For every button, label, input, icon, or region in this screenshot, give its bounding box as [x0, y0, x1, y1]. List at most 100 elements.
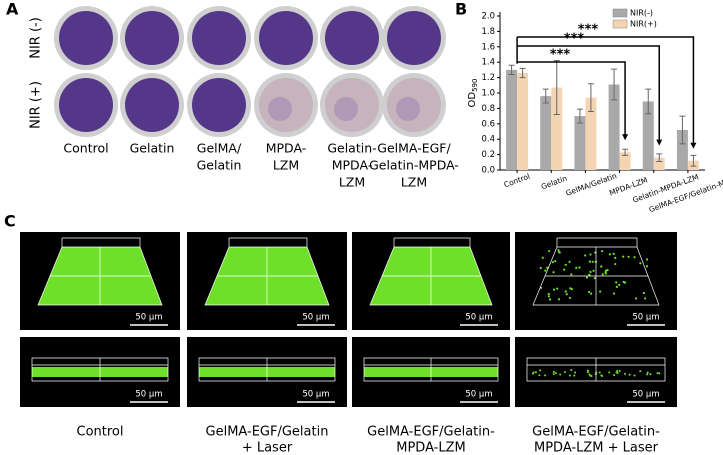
arrow-head	[690, 142, 697, 149]
scale-bar-label: 50 μm	[135, 313, 162, 323]
fluorescence-dot	[612, 292, 616, 295]
box-outline	[198, 357, 336, 382]
bar	[540, 96, 552, 170]
fluorescence-dot	[589, 270, 592, 274]
fluorescence-dot	[628, 373, 631, 376]
fluorescence-dot	[615, 281, 618, 284]
fluorescence-dot	[587, 273, 591, 276]
fluorescence-dot	[547, 292, 550, 296]
fluorescence-dot	[586, 371, 589, 374]
fluorescence-dot	[564, 263, 567, 266]
legend-label: NIR(+)	[630, 20, 657, 29]
fluorescence-dot	[544, 269, 547, 272]
box-outline	[37, 237, 163, 306]
y-tick-label: 0.6	[481, 119, 495, 129]
fluorescence-dot	[554, 260, 557, 263]
dish-stain	[325, 11, 379, 65]
y-tick-label: 2.0	[481, 12, 495, 22]
legend-swatch	[612, 19, 628, 29]
fluorescence-dot	[590, 374, 593, 377]
fluorescence-dot	[588, 290, 591, 294]
column-label: MPDA-LZM	[396, 441, 466, 455]
dish-stain	[59, 11, 113, 65]
bar	[551, 87, 563, 170]
fluorescence-dot	[618, 370, 621, 373]
panel-label: B	[455, 0, 467, 19]
fluorescence-dot	[639, 370, 642, 373]
fluorescence-dot	[552, 271, 555, 274]
fluorescence-dot	[552, 372, 555, 375]
bar	[506, 69, 518, 170]
fluorescence-dot	[589, 253, 592, 256]
error-bar	[656, 153, 663, 163]
dish-patch	[334, 97, 358, 121]
fluorescence-dot	[547, 295, 551, 298]
scale-bar-label: 50 μm	[302, 390, 329, 400]
fluorescence-dot	[539, 369, 542, 372]
dish-stain	[387, 11, 441, 65]
fluorescence-dot	[608, 371, 611, 374]
fluorescence-dot	[541, 256, 544, 259]
scale-bar-label: 50 μm	[632, 390, 659, 400]
column-label: Control	[77, 425, 124, 440]
column-label: Gelatin-	[327, 141, 376, 156]
error-bar	[587, 83, 594, 112]
bracket	[517, 36, 695, 147]
dish-stain	[192, 11, 246, 65]
fluorescence-dot	[613, 373, 616, 376]
column-label: GelMA-EGF/Gelatin-	[532, 425, 660, 440]
fluorescence-dot	[557, 298, 561, 301]
column-label: GelMA-EGF/Gelatin	[206, 425, 329, 440]
fluorescence-dot	[557, 248, 560, 252]
dish-stain	[125, 11, 179, 65]
column-label: LZM	[273, 158, 299, 173]
bar	[574, 116, 586, 170]
error-bar	[690, 154, 697, 167]
fluorescence-dot	[532, 371, 535, 374]
fluorescence-dot	[564, 290, 567, 293]
significance: ***	[578, 23, 599, 38]
significance: ***	[550, 48, 571, 63]
error-bar	[508, 64, 515, 76]
bar	[653, 157, 665, 170]
fluorescence-dot	[548, 298, 552, 301]
dish-stain	[125, 78, 179, 132]
fluorescence-dot	[601, 374, 604, 377]
fluorescence-dot	[646, 371, 649, 374]
column-label: GelMA-EGF/	[377, 141, 451, 156]
dish-patch	[396, 97, 420, 121]
scale-bar-label: 50 μm	[632, 313, 659, 323]
fluorescence-dot	[565, 293, 568, 296]
fluorescence-dot	[658, 372, 661, 375]
panel-label: C	[4, 212, 16, 231]
arrow-head	[656, 139, 663, 146]
box-outline	[369, 237, 493, 306]
column-label: GelMA/	[197, 141, 242, 156]
y-tick-label: 1.4	[481, 58, 495, 68]
fluorescence-dot	[642, 291, 645, 295]
fluorescence-dot	[554, 372, 557, 375]
fluorescence-dot	[584, 254, 587, 257]
column-label: Gelatin	[197, 158, 242, 173]
fluorescence-dot	[600, 265, 603, 268]
fluorescence-dot	[562, 268, 566, 271]
y-tick-label: 0.8	[481, 104, 495, 114]
fluorescence-dot	[568, 374, 571, 377]
dish-patch	[268, 97, 292, 121]
fluorescence-dot	[569, 287, 572, 290]
fluorescence-dot	[538, 374, 541, 377]
y-tick-label: 0.0	[481, 166, 495, 176]
column-label: GelMA-EGF/Gelatin-	[367, 425, 495, 440]
error-bar	[542, 88, 549, 104]
fluorescence-dot	[645, 258, 649, 261]
fluorescence-dot	[570, 273, 573, 276]
fluorescence-dot	[624, 372, 627, 375]
fluorescence-dot	[633, 256, 636, 259]
legend-swatch	[612, 8, 628, 18]
scale-bar-label: 50 μm	[302, 313, 329, 323]
column-label: Control	[63, 141, 108, 156]
fluorescence-dot	[568, 296, 571, 299]
fluorescence-dot	[608, 253, 611, 256]
column-label: Gelatin-MPDA-	[369, 158, 459, 173]
